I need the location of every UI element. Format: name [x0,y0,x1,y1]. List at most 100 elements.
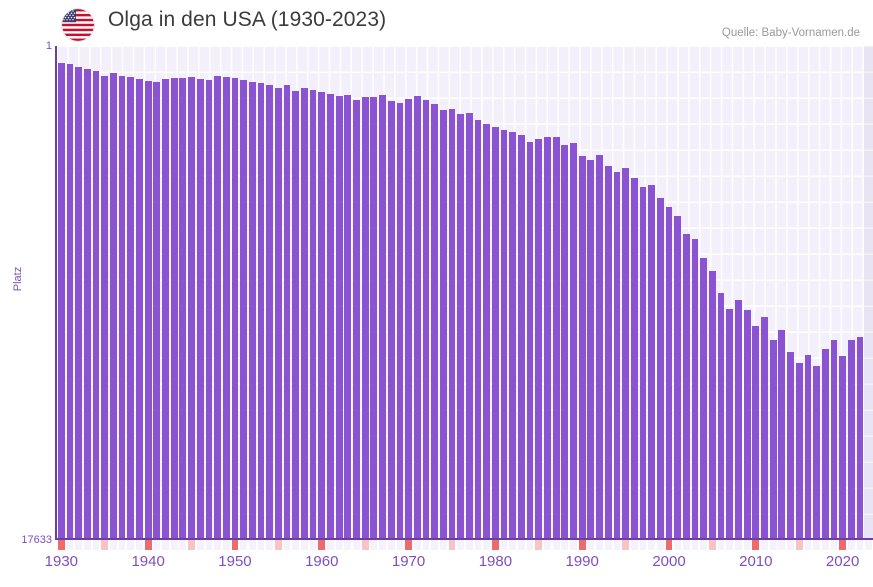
x-axis-tick [153,540,161,550]
bar[interactable] [257,82,265,539]
bar[interactable] [57,63,65,539]
bar[interactable] [500,129,508,539]
bar[interactable] [665,206,673,539]
bar[interactable] [769,339,777,539]
bar[interactable] [535,139,543,539]
bar[interactable] [622,168,629,539]
bar[interactable] [795,363,803,539]
bar[interactable] [457,114,465,539]
bar[interactable] [353,99,360,539]
bar[interactable] [613,171,621,539]
bar[interactable] [544,137,551,539]
bar[interactable] [518,135,525,539]
bar[interactable] [656,198,664,539]
bar[interactable] [413,96,421,539]
bar[interactable] [153,81,161,539]
bar[interactable] [726,309,734,539]
bar[interactable] [110,72,117,539]
bar[interactable] [188,76,195,539]
bar[interactable] [856,336,864,539]
bar[interactable] [101,76,109,539]
bar[interactable] [491,126,499,539]
bar[interactable] [735,300,742,539]
bar[interactable] [552,137,560,539]
bar[interactable] [127,77,135,539]
bar[interactable] [335,96,343,539]
bar[interactable] [587,159,595,539]
bar[interactable] [830,339,838,539]
bar[interactable] [691,238,699,539]
x-axis-ticks [57,540,873,550]
bar[interactable] [483,124,491,539]
bar[interactable] [561,145,569,539]
bar[interactable] [526,142,534,539]
bar[interactable] [136,78,143,539]
bar[interactable] [804,354,812,539]
bar[interactable] [596,154,603,539]
bar[interactable] [301,87,308,539]
x-axis-tick [778,540,786,550]
bar[interactable] [431,103,438,539]
bar[interactable] [396,102,404,539]
bar[interactable] [674,215,682,539]
bar[interactable] [327,93,334,539]
bar[interactable] [821,349,829,539]
bar[interactable] [387,101,395,539]
bar[interactable] [709,270,716,539]
bar[interactable] [847,339,855,539]
bar[interactable] [761,316,768,539]
x-axis-tick [179,540,187,550]
x-axis-tick [240,540,248,550]
bar[interactable] [370,96,378,539]
bar[interactable] [179,77,187,539]
bar[interactable] [274,87,282,539]
bar[interactable] [292,91,300,539]
bar[interactable] [648,185,656,539]
bar[interactable] [743,309,751,539]
bar[interactable] [448,108,456,539]
bar[interactable] [439,110,447,539]
bar[interactable] [162,78,169,539]
bar[interactable] [222,77,230,539]
bar[interactable] [474,120,482,539]
bar[interactable] [570,143,577,539]
bar[interactable] [787,352,794,539]
bar[interactable] [630,177,638,539]
bar[interactable] [422,99,430,539]
bar[interactable] [639,187,647,539]
bar[interactable] [717,293,725,539]
bar[interactable] [405,98,412,539]
bar[interactable] [75,67,83,539]
bar[interactable] [118,76,126,539]
bar[interactable] [682,234,690,539]
bar[interactable] [700,258,708,539]
bar[interactable] [144,80,152,539]
bar[interactable] [240,80,248,539]
bar[interactable] [66,64,74,539]
bar[interactable] [604,166,612,539]
bar[interactable] [379,95,386,539]
bar[interactable] [196,79,204,539]
bar[interactable] [283,85,291,539]
bar[interactable] [344,95,352,539]
bar[interactable] [248,81,256,539]
bar[interactable] [83,69,91,539]
bar[interactable] [205,79,213,539]
bar[interactable] [509,132,517,539]
bar[interactable] [778,329,786,539]
bar[interactable] [266,84,274,539]
bar[interactable] [361,97,369,539]
bar[interactable] [170,77,178,539]
bar[interactable] [839,356,846,539]
bar[interactable] [813,366,820,539]
bar[interactable] [752,325,760,539]
bar[interactable] [465,112,473,539]
us-flag-icon [62,9,94,41]
bar[interactable] [318,91,326,539]
bar[interactable] [578,156,586,539]
bar[interactable] [214,75,221,539]
bar[interactable] [92,71,100,539]
bar[interactable] [309,89,317,539]
x-axis-tick [335,540,343,550]
bar[interactable] [231,78,239,539]
